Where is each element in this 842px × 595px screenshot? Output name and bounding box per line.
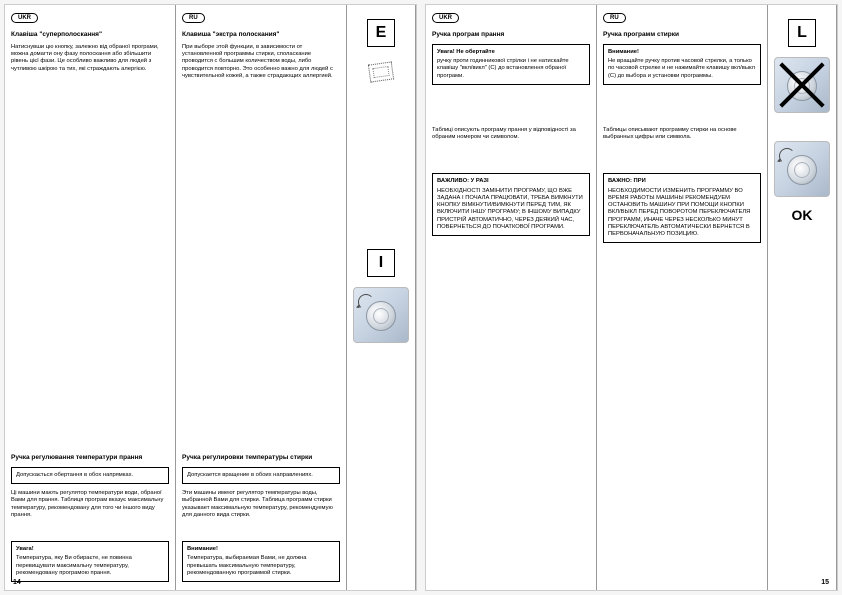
- box-important-ukr-title: ВАЖЛИВО: У РАЗІ: [437, 178, 585, 185]
- box-important-ru-title: ВАЖНО: ПРИ: [608, 178, 756, 185]
- temperature-dial-image: [353, 287, 409, 343]
- text-tempknob-ukr: Ці машини мають регулятор температури во…: [11, 490, 169, 519]
- manual-page-left: UKR Клавіша "суперполоскання" Натиснувши…: [4, 4, 417, 591]
- program-dial-wrong-image: [774, 57, 830, 113]
- box-warning-rotate-ukr-title: Увага! Не обертайте: [437, 49, 585, 56]
- manual-page-right: UKR Ручка програм прання Увага! Не оберт…: [425, 4, 838, 591]
- text-superrinse-ukr: Натиснувши цю кнопку, залежно від обрано…: [11, 44, 169, 73]
- lang-badge-ru: RU: [182, 13, 205, 23]
- right-col-letters: L OK: [768, 5, 837, 590]
- heading-superrinse-ru: Клавиша "экстра полоскания": [182, 31, 340, 38]
- heading-tempknob-ru: Ручка регулировки температуры стирки: [182, 454, 340, 461]
- box-warning-temp-ru: Внимание! Температура, выбираемая Вами, …: [182, 541, 340, 582]
- program-dial-ok-image: [774, 141, 830, 197]
- letter-l: L: [788, 19, 816, 47]
- heading-programknob-ru: Ручка программ стирки: [603, 31, 761, 38]
- page-number-right: 15: [821, 579, 829, 586]
- box-warning-rotate-ru: Внимание! Не вращайте ручку против часов…: [603, 44, 761, 85]
- box-warning-rotate-ru-title: Внимание!: [608, 49, 756, 56]
- text-tables-ru: Таблицы описывают программу стирки на ос…: [603, 127, 761, 141]
- heading-programknob-ukr: Ручка програм прання: [432, 31, 590, 38]
- box-important-ru: ВАЖНО: ПРИ НЕОБХОДИМОСТИ ИЗМЕНИТЬ ПРОГРА…: [603, 173, 761, 243]
- ok-label: OK: [792, 207, 813, 223]
- letter-e: E: [367, 19, 395, 47]
- rinse-icon: [368, 61, 394, 82]
- left-col-ukr: UKR Клавіша "суперполоскання" Натиснувши…: [5, 5, 176, 590]
- text-tempknob-ru: Эти машины имеют регулятор температуры в…: [182, 490, 340, 519]
- left-col-letters: E I: [347, 5, 416, 590]
- heading-tempknob-ukr: Ручка регулювання температури прання: [11, 454, 169, 461]
- box-warning-temp-ru-title: Внимание!: [187, 546, 335, 553]
- heading-superrinse-ukr: Клавіша "суперполоскання": [11, 31, 169, 38]
- box-important-ukr: ВАЖЛИВО: У РАЗІ НЕОБХІДНОСТІ ЗАМІНИТИ ПР…: [432, 173, 590, 236]
- left-col-ru: RU Клавиша "экстра полоскания" При выбор…: [176, 5, 347, 590]
- box-warning-rotate-ukr: Увага! Не обертайте ручку проти годинник…: [432, 44, 590, 85]
- box-warning-rotate-ru-body: Не вращайте ручку против часовой стрелки…: [608, 58, 755, 78]
- box-warning-temp-ru-body: Температура, выбираемая Вами, не должна …: [187, 555, 307, 575]
- right-col-ru: RU Ручка программ стирки Внимание! Не вр…: [597, 5, 768, 590]
- box-warning-rotate-ukr-body: ручку проти годинникової стрілки і не на…: [437, 58, 569, 78]
- dial-knob-icon: [366, 301, 396, 331]
- text-superrinse-ru: При выборе этой функции, в зависимости о…: [182, 44, 340, 80]
- letter-i: I: [367, 249, 395, 277]
- box-warning-temp-ukr-body: Температура, яку Ви обираєте, не повинна…: [16, 555, 132, 575]
- box-important-ru-body: НЕОБХОДИМОСТИ ИЗМЕНИТЬ ПРОГРАММУ ВО ВРЕМ…: [608, 188, 750, 237]
- box-important-ukr-body: НЕОБХІДНОСТІ ЗАМІНИТИ ПРОГРАМУ, ЩО ВЖЕ З…: [437, 188, 583, 230]
- right-col-ukr: UKR Ручка програм прання Увага! Не оберт…: [426, 5, 597, 590]
- box-rotation-ukr: Допускається обертання в обох напрямках.: [11, 467, 169, 484]
- cross-icon: [775, 58, 829, 112]
- box-warning-temp-ukr-title: Увага!: [16, 546, 164, 553]
- text-tables-ukr: Таблиці описують програму прання у відпо…: [432, 127, 590, 141]
- box-rotation-ru: Допускается вращение в обоих направления…: [182, 467, 340, 484]
- lang-badge-ru-r: RU: [603, 13, 626, 23]
- lang-badge-ukr-r: UKR: [432, 13, 459, 23]
- box-warning-temp-ukr: Увага! Температура, яку Ви обираєте, не …: [11, 541, 169, 582]
- dial-knob-ok-icon: [787, 155, 817, 185]
- page-number-left: 14: [13, 579, 21, 586]
- lang-badge-ukr: UKR: [11, 13, 38, 23]
